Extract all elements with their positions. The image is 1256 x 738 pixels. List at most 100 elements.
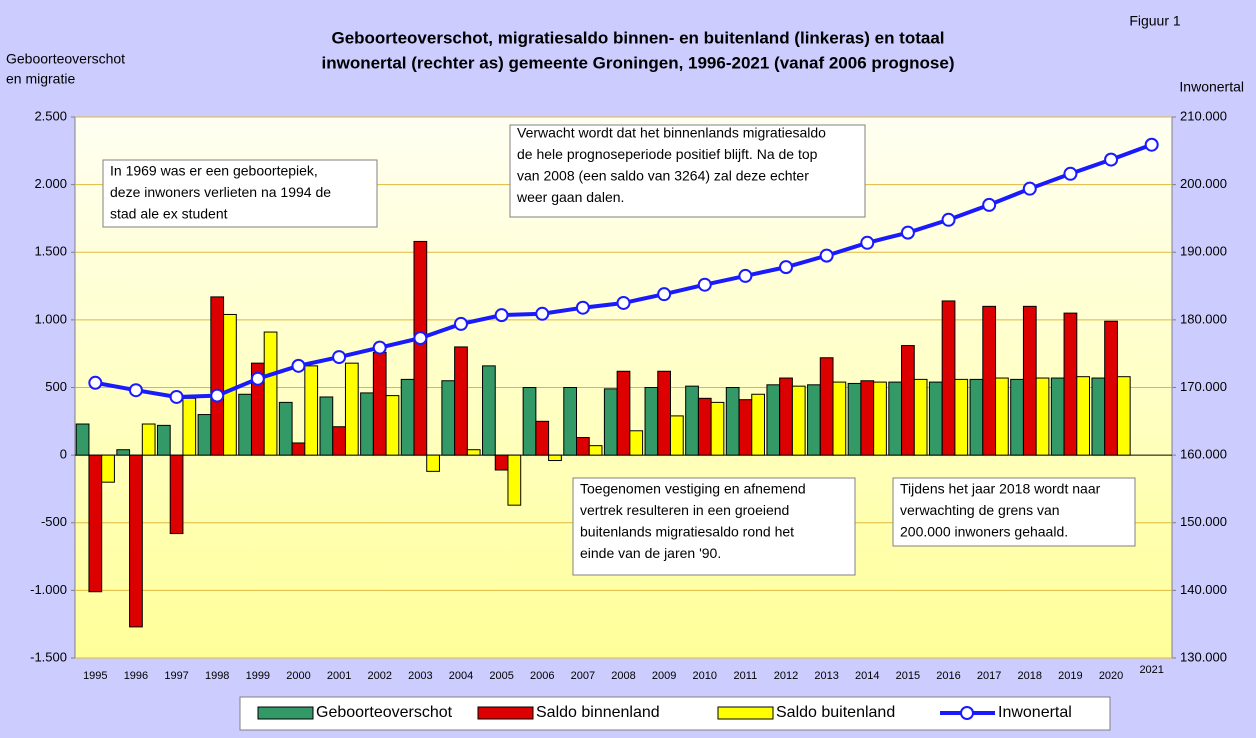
bar xyxy=(75,423,90,456)
bar xyxy=(995,377,1009,456)
bar xyxy=(548,454,562,462)
bar xyxy=(847,382,862,456)
bar xyxy=(791,385,806,456)
bar xyxy=(941,300,956,456)
x-tick-label: 2008 xyxy=(611,670,635,682)
line-point xyxy=(1104,152,1119,167)
bar xyxy=(685,385,699,456)
line-point xyxy=(941,212,956,227)
y2-tick-label: 150.000 xyxy=(1180,514,1227,529)
annotation-box xyxy=(892,477,1136,547)
annotation-text: de hele prognoseperiode positief blijft.… xyxy=(517,146,818,162)
bar xyxy=(197,414,212,456)
legend-label: Saldo binnenland xyxy=(536,704,660,721)
x-tick-label: 2005 xyxy=(489,670,513,682)
bar xyxy=(901,345,915,456)
bar xyxy=(291,442,306,456)
y2-tick-label: 160.000 xyxy=(1180,447,1227,462)
x-tick-label: 2010 xyxy=(693,670,717,682)
x-tick-label: 1997 xyxy=(164,670,188,682)
bar xyxy=(669,415,684,456)
bar xyxy=(751,393,765,456)
bar xyxy=(360,392,374,456)
bar xyxy=(1116,376,1131,456)
bar xyxy=(616,370,631,456)
annotation-text: einde van de jaren '90. xyxy=(580,545,721,561)
y-tick-label: 2.000 xyxy=(34,176,67,191)
x-tick-label: 2001 xyxy=(327,670,351,682)
x-tick-label: 1995 xyxy=(83,670,107,682)
bar xyxy=(441,380,456,456)
bar xyxy=(779,377,793,456)
annotation-text: In 1969 was er een geboortepiek, xyxy=(110,163,318,179)
bar xyxy=(913,378,928,456)
bar xyxy=(223,313,237,456)
line-point xyxy=(900,225,915,240)
bar xyxy=(738,399,753,456)
bar xyxy=(807,384,821,456)
bar xyxy=(928,381,943,456)
x-tick-label: 2015 xyxy=(896,670,920,682)
x-tick-label: 1999 xyxy=(246,670,270,682)
y2-tick-label: 130.000 xyxy=(1180,649,1227,664)
y2-tick-label: 200.000 xyxy=(1180,176,1227,191)
annotation-text: deze inwoners verlieten na 1994 de xyxy=(110,184,331,200)
bar xyxy=(372,351,387,456)
y2-tick-label: 140.000 xyxy=(1180,582,1227,597)
x-tick-label: 2021 xyxy=(1139,664,1163,676)
x-tick-label: 2014 xyxy=(855,670,879,682)
bar xyxy=(116,449,131,456)
bar xyxy=(400,378,415,456)
bar xyxy=(278,401,293,456)
bar xyxy=(101,454,115,483)
annotation-text: buitenlands migratiesaldo rond het xyxy=(580,524,794,540)
line-point xyxy=(819,248,834,263)
line-point xyxy=(1063,166,1078,181)
bar xyxy=(1104,320,1118,456)
annotation-text: verwachting de grens van xyxy=(900,502,1060,518)
bar xyxy=(494,454,509,471)
legend-swatch xyxy=(477,706,534,720)
bar xyxy=(588,445,603,456)
bar xyxy=(129,454,143,628)
legend-label: Saldo buitenland xyxy=(776,704,895,721)
y-axis-label: en migratie xyxy=(6,71,75,87)
annotation-text: Toegenomen vestiging en afnemend xyxy=(580,481,806,497)
line-point xyxy=(779,260,794,275)
line-point xyxy=(494,308,509,323)
x-tick-label: 2011 xyxy=(734,670,758,682)
y-tick-label: 1.500 xyxy=(34,244,67,259)
bar xyxy=(603,388,618,456)
bar xyxy=(644,387,659,456)
x-tick-label: 2016 xyxy=(936,670,960,682)
bar xyxy=(563,387,578,456)
line-point xyxy=(291,358,306,373)
bar xyxy=(319,396,334,456)
bar xyxy=(1035,377,1050,456)
legend-swatch xyxy=(257,706,314,720)
bar xyxy=(507,454,522,506)
bar xyxy=(954,378,969,456)
x-tick-label: 2013 xyxy=(814,670,838,682)
bar xyxy=(1010,378,1024,456)
x-tick-label: 1996 xyxy=(124,670,148,682)
x-tick-label: 2004 xyxy=(449,670,473,682)
chart-title: inwonertal (rechter as) gemeente Groning… xyxy=(322,53,955,72)
bar xyxy=(210,296,225,456)
y-tick-label: 2.500 xyxy=(34,108,67,123)
bar xyxy=(982,305,997,456)
annotation-text: Tijdens het jaar 2018 wordt naar xyxy=(900,481,1101,497)
bar xyxy=(454,346,468,456)
y-tick-label: -1.000 xyxy=(30,582,67,597)
y-tick-label: -500 xyxy=(41,514,67,529)
legend-swatch xyxy=(960,706,974,720)
annotation-text: stad ale ex student xyxy=(110,206,228,222)
bar xyxy=(466,449,481,456)
y2-tick-label: 190.000 xyxy=(1180,244,1227,259)
bar xyxy=(710,401,725,456)
figure-label: Figuur 1 xyxy=(1129,13,1181,29)
annotation-box xyxy=(102,159,378,228)
bar xyxy=(657,370,671,456)
y-tick-label: -1.500 xyxy=(30,649,67,664)
bar xyxy=(576,437,590,456)
